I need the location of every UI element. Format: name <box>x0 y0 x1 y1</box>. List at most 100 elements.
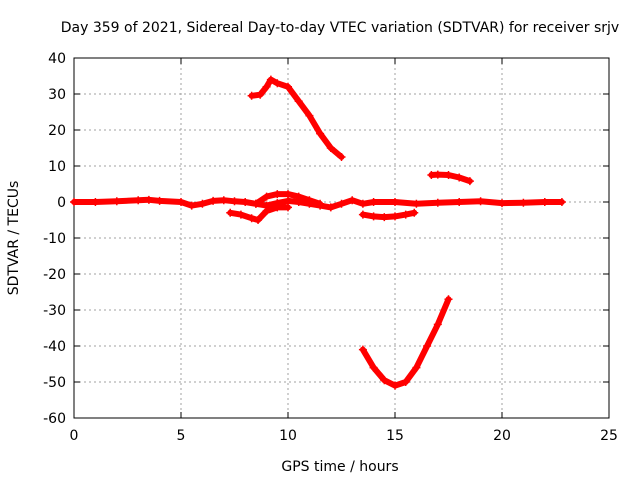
data-point <box>284 82 292 91</box>
data-point <box>236 210 245 219</box>
x-axis-label: GPS time / hours <box>281 459 398 475</box>
data-point <box>433 170 442 179</box>
series-dip-right <box>358 208 419 222</box>
data-point <box>273 203 282 212</box>
data-point <box>401 210 410 219</box>
y-tick-label: -10 <box>43 231 66 247</box>
data-point <box>358 199 367 208</box>
data-point <box>455 173 464 182</box>
data-point <box>391 381 399 390</box>
data-point <box>391 198 399 206</box>
y-tick-label: 0 <box>57 195 66 211</box>
data-point <box>219 196 228 205</box>
data-point <box>294 97 303 106</box>
tick-labels: 0 5 10 15 20 25 -60 -50 -40 -30 -20 -10 0 10 20 30 40 <box>43 51 618 444</box>
axes <box>73 57 610 419</box>
chart-title: Day 359 of 2021, Sidereal Day-to-day VTE… <box>61 20 619 36</box>
data-point <box>70 198 78 206</box>
data-point <box>423 342 432 350</box>
data-point <box>348 196 357 205</box>
data-point <box>455 198 464 206</box>
y-tick-label: -40 <box>43 339 66 355</box>
y-tick-label: 10 <box>48 159 66 175</box>
x-tick-label: 15 <box>386 428 404 444</box>
series-line <box>227 204 291 223</box>
data-point <box>266 75 275 84</box>
data-point <box>256 90 265 99</box>
data-point <box>337 199 346 208</box>
y-tick-label: -30 <box>43 303 66 319</box>
series-line <box>248 76 345 160</box>
data-point <box>305 111 314 120</box>
y-tick-label: 30 <box>48 87 66 103</box>
x-tick-label: 20 <box>493 428 511 444</box>
data-point <box>412 363 421 372</box>
x-tick-label: 10 <box>279 428 297 444</box>
series-baseline <box>70 195 566 212</box>
series-high-arc <box>247 75 346 161</box>
y-tick-label: -50 <box>43 375 66 391</box>
data-point <box>326 203 335 212</box>
data-point <box>557 198 566 206</box>
data-marks <box>70 75 566 390</box>
data-point <box>144 195 153 204</box>
series-mid-segment <box>427 170 474 186</box>
data-point <box>369 198 378 206</box>
series-bump <box>251 190 325 208</box>
data-point <box>358 210 367 219</box>
series-dip-left <box>226 203 292 224</box>
data-point <box>316 199 325 208</box>
data-point <box>247 214 256 223</box>
data-point <box>369 212 378 221</box>
data-point <box>391 212 399 221</box>
data-point <box>198 199 207 208</box>
data-point <box>177 198 185 206</box>
data-point <box>294 192 303 201</box>
data-point <box>444 171 453 179</box>
data-point <box>273 190 282 199</box>
data-point <box>540 198 549 206</box>
data-point <box>433 198 442 207</box>
data-point <box>380 376 389 385</box>
series-low-arc <box>358 295 453 390</box>
y-axis-label: SDTVAR / TECUs <box>6 181 22 296</box>
data-point <box>326 144 335 152</box>
data-point <box>112 197 121 206</box>
data-point <box>262 82 271 91</box>
data-point <box>519 198 528 207</box>
data-point <box>209 196 218 205</box>
data-point <box>369 363 378 372</box>
y-tick-label: 20 <box>48 123 66 139</box>
data-point <box>226 208 235 217</box>
x-tick-label: 5 <box>177 428 186 444</box>
x-tick-label: 0 <box>70 428 79 444</box>
data-point <box>284 203 292 212</box>
data-point <box>410 208 419 217</box>
data-point <box>91 198 100 206</box>
x-tick-label: 25 <box>600 428 618 444</box>
data-point <box>187 201 196 210</box>
data-point <box>262 192 271 201</box>
data-point <box>465 177 474 186</box>
data-point <box>498 199 506 208</box>
data-point <box>412 199 421 208</box>
series-line <box>359 296 452 389</box>
data-point <box>316 129 325 138</box>
data-point <box>254 216 263 224</box>
data-point <box>305 196 314 205</box>
data-point <box>444 295 453 304</box>
data-point <box>155 196 164 205</box>
y-tick-label: -60 <box>43 411 66 427</box>
data-point <box>273 79 282 88</box>
data-point <box>401 378 410 386</box>
data-point <box>230 197 239 206</box>
data-point <box>284 190 292 199</box>
series-line <box>71 196 565 211</box>
data-point <box>380 213 389 222</box>
data-point <box>476 197 485 206</box>
data-point <box>358 345 367 354</box>
data-point <box>247 91 256 100</box>
y-tick-label: -20 <box>43 267 66 283</box>
data-point <box>241 198 250 206</box>
